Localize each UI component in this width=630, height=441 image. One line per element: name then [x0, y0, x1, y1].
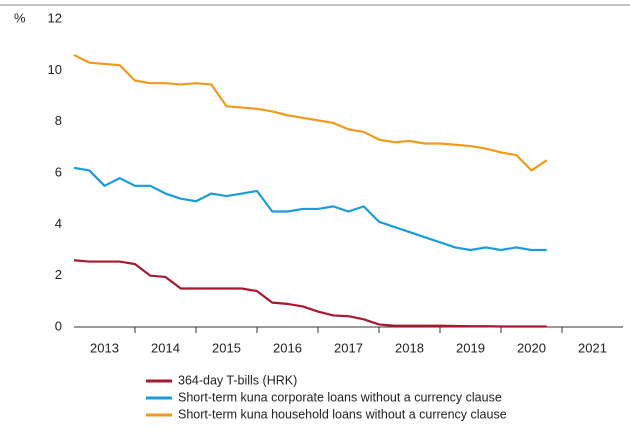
series-line: [73, 53, 548, 172]
y-tick-label: 6: [55, 164, 62, 179]
x-tick-label: 2019: [456, 340, 485, 355]
series-line: [73, 259, 547, 328]
x-tick-label: 2017: [334, 340, 363, 355]
y-axis-label: %: [14, 10, 26, 25]
x-tick-label: 2020: [517, 340, 546, 355]
legend-label: Short-term kuna corporate loans without …: [178, 390, 502, 404]
x-tick-label: 2013: [90, 340, 119, 355]
y-tick-label: 12: [48, 10, 62, 25]
y-tick-label: 4: [55, 216, 62, 231]
x-tick-label: 2014: [151, 340, 180, 355]
y-tick-label: 0: [55, 318, 62, 333]
legend-label: Short-term kuna household loans without …: [178, 407, 507, 421]
x-tick-label: 2021: [578, 340, 607, 355]
legend-label: 364-day T-bills (HRK): [178, 373, 297, 387]
y-tick-label: 10: [48, 62, 62, 77]
y-tick-label: 8: [55, 113, 62, 128]
y-tick-label: 2: [55, 267, 62, 282]
x-tick-label: 2018: [395, 340, 424, 355]
x-tick-label: 2016: [273, 340, 302, 355]
series-line: [73, 166, 547, 252]
x-tick-label: 2015: [212, 340, 241, 355]
